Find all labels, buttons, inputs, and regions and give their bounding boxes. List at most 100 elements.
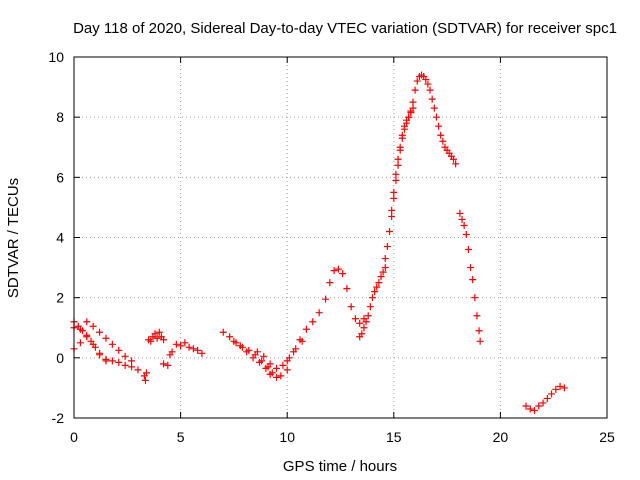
data-point [439,137,447,145]
data-point [134,366,142,374]
data-point [356,319,364,327]
x-tick-label: 10 [279,429,295,445]
data-point [160,360,168,368]
y-tick-label: 6 [56,169,64,185]
data-point [155,328,163,336]
data-point [392,176,400,184]
y-tick-label: 10 [48,49,64,65]
data-point [422,76,430,84]
series-segment-9h [253,337,306,372]
data-point [388,212,396,220]
data-point [390,188,398,196]
data-point [531,406,539,414]
data-point [83,333,91,341]
series-tail-18-19h [456,209,484,345]
data-point [266,360,274,368]
data-point [377,273,385,281]
y-tick-labels: -2 0 2 4 6 8 10 [48,49,64,426]
data-point [362,318,370,326]
data-point [464,246,472,254]
data-point [89,322,97,330]
data-point [102,334,110,342]
grid-lines [74,57,607,418]
data-point [283,366,291,374]
data-point [476,337,484,345]
data-point [262,364,270,372]
data-point [243,348,251,356]
data-point [467,264,475,272]
data-point [396,143,404,151]
data-point [526,405,534,413]
data-point [560,384,568,392]
data-point [296,336,304,344]
data-point [413,77,421,85]
data-point [253,348,261,356]
data-point [458,215,466,223]
data-point [326,279,334,287]
chart-title: Day 118 of 2020, Sidereal Day-to-day VTE… [73,20,617,37]
data-point [535,402,543,410]
data-point [141,376,149,384]
data-point [471,294,479,302]
data-point [379,268,387,276]
y-axis-label: SDTVAR / TECUs [5,178,22,298]
x-tick-label: 20 [493,429,509,445]
data-point [273,364,281,372]
data-point [189,345,197,353]
series-segment-21-23h [522,382,568,414]
data-point [475,327,483,335]
y-tick-label: 8 [56,109,64,125]
data-point [76,325,84,333]
data-point [548,390,556,398]
data-point [290,348,298,356]
data-point [373,283,381,291]
axis-ticks [73,56,608,419]
data-point [230,337,238,345]
data-point [76,339,84,347]
data-point [522,402,530,410]
data-point [430,104,438,112]
data-point [96,351,104,359]
data-point [368,294,376,302]
data-point [543,394,551,402]
y-tick-label: 0 [56,350,64,366]
data-point [360,324,368,332]
data-point [115,346,123,354]
data-point [449,155,457,163]
data-point [469,276,477,284]
data-point [539,399,547,407]
data-point [108,340,116,348]
data-point [249,354,257,362]
data-point [102,357,110,365]
data-point [121,352,129,360]
data-point [277,372,285,380]
data-points [70,71,568,414]
data-point [273,373,281,381]
data-point [407,109,415,117]
series-segment-8h [230,337,274,378]
data-point [89,340,97,348]
data-point [266,370,274,378]
data-point [456,209,464,217]
data-point [236,342,244,350]
data-point [462,230,470,238]
data-point [194,346,202,354]
data-point [409,98,417,106]
x-axis-label: GPS time / hours [283,458,397,475]
data-point [437,131,445,139]
series-dip-13h [356,264,389,341]
data-point [435,122,443,130]
y-tick-label: -2 [52,410,65,426]
data-point [381,255,389,263]
data-point [128,357,136,365]
series-rise-10-12h [283,265,368,365]
data-point [428,95,436,103]
data-point [185,343,193,351]
data-point [302,325,310,333]
data-point [121,361,129,369]
data-point [383,243,391,251]
data-point [409,104,417,112]
data-point [142,369,150,377]
x-tick-label: 25 [599,429,615,445]
data-point [390,194,398,202]
